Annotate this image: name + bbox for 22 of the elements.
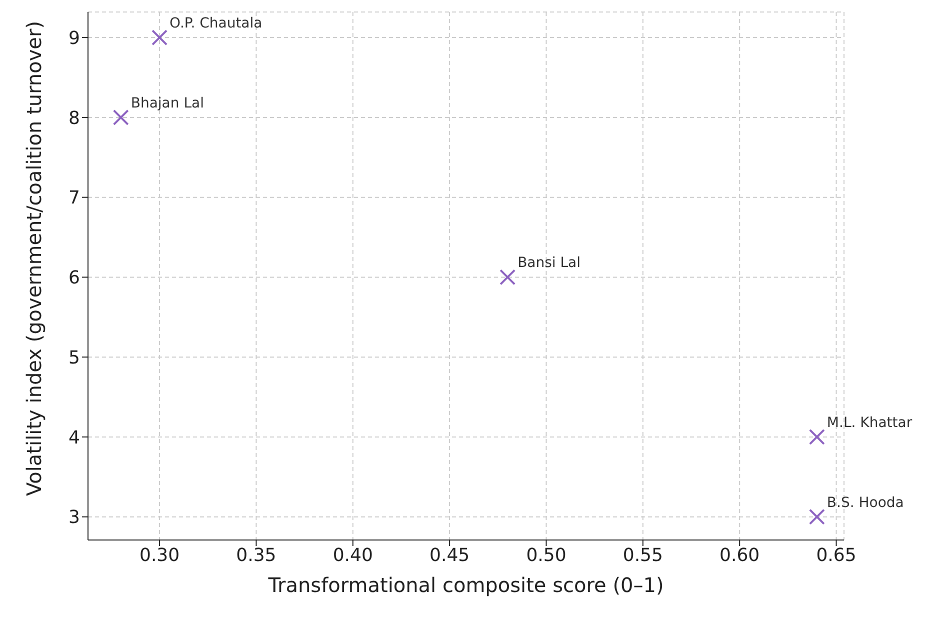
x-tick-label: 0.60 [720, 544, 760, 566]
y-tick-label: 4 [68, 427, 80, 448]
x-tick-label: 0.35 [236, 544, 276, 566]
x-tick-label: 0.65 [816, 544, 856, 566]
annotation: Bhajan Lal [130, 95, 204, 112]
x-axis-title: Transformational composite score (0–1) [267, 573, 664, 597]
y-tick-label: 7 [68, 188, 80, 209]
y-tick-label: 3 [68, 507, 80, 528]
annotation: Bansi Lal [518, 255, 581, 272]
annotation: O.P. Chautala [170, 16, 262, 32]
x-tick-label: 0.40 [332, 544, 373, 566]
y-tick-label: 6 [68, 268, 80, 289]
annotation: B.S. Hooda [826, 494, 904, 511]
x-tick-label: 0.50 [526, 544, 566, 566]
x-tick-label: 0.30 [140, 544, 180, 566]
x-tick-label: 0.55 [622, 544, 663, 566]
y-tick-label: 8 [68, 108, 80, 129]
annotation: M.L. Khattar [826, 414, 912, 431]
y-tick-label: 9 [68, 28, 80, 49]
y-axis-title: Volatility index (government/coalition turnover) [22, 21, 46, 496]
x-tick-label: 0.45 [430, 544, 470, 566]
y-tick-label: 5 [68, 347, 80, 368]
